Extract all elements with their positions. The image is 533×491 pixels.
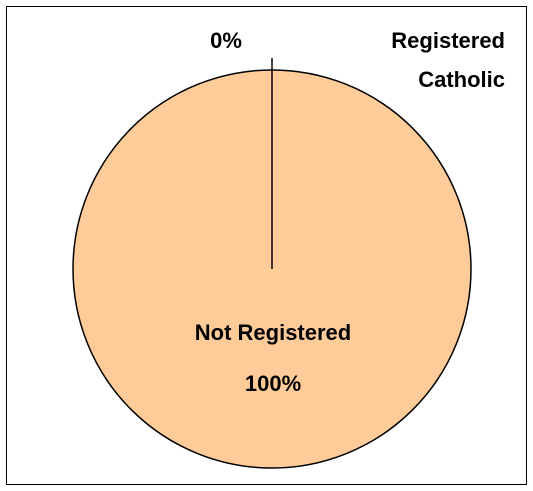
slice-label-registered-line2: Catholic — [418, 67, 505, 92]
slice-value-not-registered: 100% — [245, 371, 301, 396]
pie-slices — [72, 58, 472, 469]
slice-label-registered-line1: Registered — [391, 28, 505, 53]
slice-value-registered: 0% — [210, 28, 242, 53]
slice-label-not-registered: Not Registered — [195, 320, 351, 345]
